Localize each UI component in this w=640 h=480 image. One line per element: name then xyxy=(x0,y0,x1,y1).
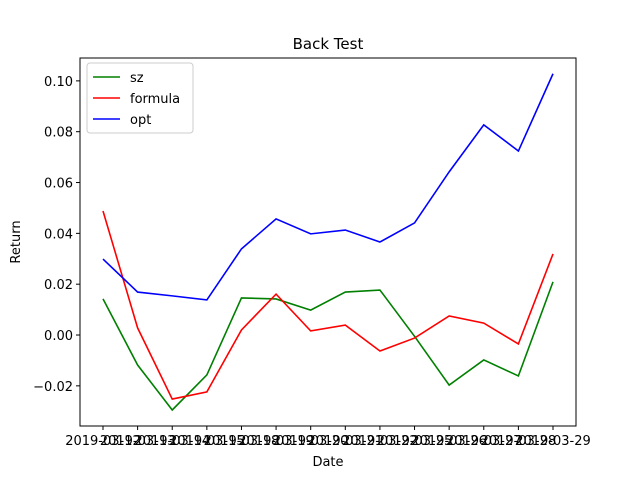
x-tick-label: 2019-03-26 xyxy=(411,434,487,449)
legend-label: formula xyxy=(130,92,180,107)
x-tick-label: 2019-03-15 xyxy=(169,434,245,449)
y-tick-label: 0.06 xyxy=(44,177,73,192)
legend-label: opt xyxy=(130,113,151,128)
x-tick-label: 2019-03-25 xyxy=(377,434,453,449)
x-tick-label: 2019-03-28 xyxy=(481,434,557,449)
x-tick-label: 2019-03-29 xyxy=(515,434,591,449)
x-tick-label: 2019-03-22 xyxy=(342,434,418,449)
legend-label: sz xyxy=(130,71,144,86)
series-line xyxy=(102,73,554,301)
x-tick-label: 2019-03-27 xyxy=(446,434,522,449)
y-axis-label: Return xyxy=(9,220,24,263)
series-line xyxy=(102,210,554,400)
series-line xyxy=(102,281,554,412)
y-tick-label: −0.02 xyxy=(33,380,73,395)
plot-frame xyxy=(79,57,577,427)
chart-title: Back Test xyxy=(293,35,364,53)
y-tick-label: 0.10 xyxy=(44,75,73,90)
x-tick-label: 2019-03-18 xyxy=(204,434,280,449)
x-tick-label: 2019-03-14 xyxy=(134,434,210,449)
x-tick-label: 2019-03-12 xyxy=(65,434,141,449)
legend-box xyxy=(86,62,194,134)
y-tick-label: 0.04 xyxy=(44,227,73,242)
x-tick-label: 2019-03-13 xyxy=(100,434,176,449)
y-tick-label: 0.08 xyxy=(44,126,73,141)
x-axis-label: Date xyxy=(312,455,343,470)
x-tick-label: 2019-03-20 xyxy=(273,434,349,449)
y-tick-label: 0.02 xyxy=(44,278,73,293)
y-tick-label: 0.00 xyxy=(44,329,73,344)
x-tick-label: 2019-03-21 xyxy=(308,434,384,449)
x-tick-label: 2019-03-19 xyxy=(238,434,314,449)
legend: sz formula opt xyxy=(86,62,194,134)
